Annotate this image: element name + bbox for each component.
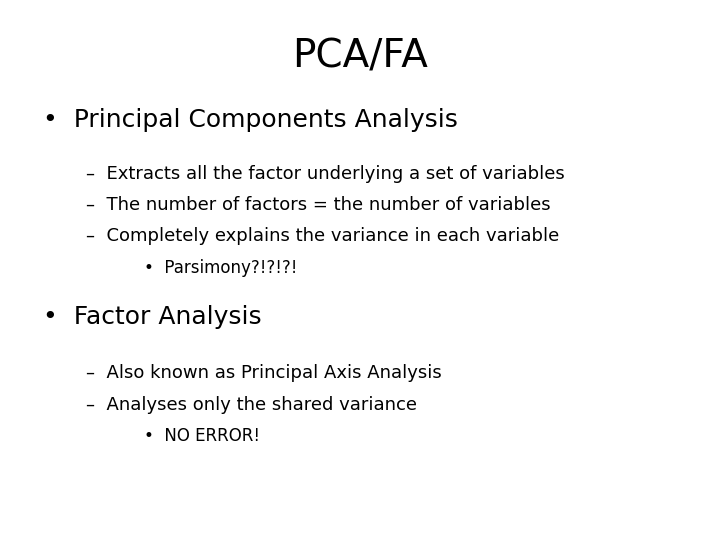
Text: •  Principal Components Analysis: • Principal Components Analysis (43, 108, 458, 132)
Text: PCA/FA: PCA/FA (292, 38, 428, 76)
Text: –  The number of factors = the number of variables: – The number of factors = the number of … (86, 196, 551, 214)
Text: •  Factor Analysis: • Factor Analysis (43, 305, 262, 329)
Text: –  Also known as Principal Axis Analysis: – Also known as Principal Axis Analysis (86, 364, 442, 382)
Text: –  Analyses only the shared variance: – Analyses only the shared variance (86, 396, 418, 414)
Text: •  NO ERROR!: • NO ERROR! (144, 427, 260, 445)
Text: –  Completely explains the variance in each variable: – Completely explains the variance in ea… (86, 227, 559, 245)
Text: •  Parsimony?!?!?!: • Parsimony?!?!?! (144, 259, 297, 276)
Text: –  Extracts all the factor underlying a set of variables: – Extracts all the factor underlying a s… (86, 165, 565, 183)
